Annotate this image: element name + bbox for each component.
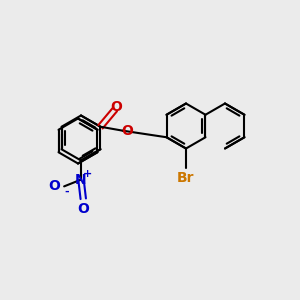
Text: Br: Br: [177, 171, 195, 184]
Text: O: O: [48, 179, 60, 194]
Text: O: O: [77, 202, 89, 216]
Text: -: -: [64, 187, 68, 197]
Text: +: +: [82, 169, 91, 179]
Text: O: O: [110, 100, 122, 113]
Text: N: N: [75, 172, 87, 187]
Text: O: O: [121, 124, 133, 138]
